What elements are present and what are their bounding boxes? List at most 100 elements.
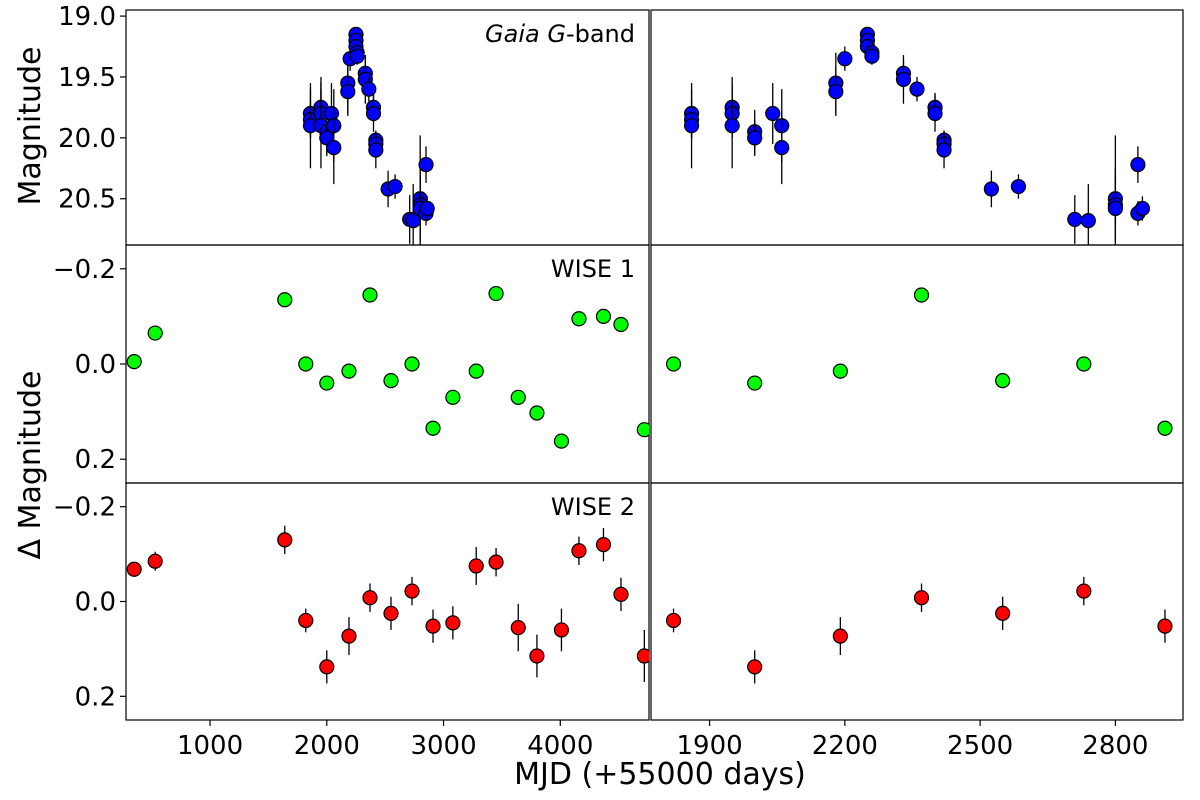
data-point bbox=[553, 433, 570, 449]
data-point bbox=[665, 356, 682, 372]
data-point bbox=[1157, 420, 1173, 436]
data-point bbox=[368, 142, 384, 158]
data-point bbox=[365, 105, 382, 122]
data-point bbox=[147, 553, 163, 569]
panel-frame bbox=[650, 244, 1184, 484]
y-tick-label: −0.2 bbox=[53, 493, 116, 523]
data-point bbox=[419, 200, 435, 217]
data-point bbox=[298, 612, 314, 629]
panel-wise2-full: −0.2 0.0 0.2 1000 2000 3000 4000 WISE 2 bbox=[53, 482, 650, 761]
data-point bbox=[983, 181, 999, 197]
data-point bbox=[319, 659, 335, 675]
data-point bbox=[553, 622, 570, 638]
data-point bbox=[298, 356, 314, 372]
series-wise1 bbox=[126, 285, 649, 449]
x-axis-label: MJD (+55000 days) bbox=[514, 757, 806, 792]
x-tick-label: 2200 bbox=[812, 731, 878, 761]
data-point bbox=[683, 118, 700, 134]
data-point bbox=[571, 543, 587, 559]
data-point bbox=[595, 537, 612, 553]
series-wise2 bbox=[126, 525, 649, 684]
data-point bbox=[4, 562, 18, 576]
data-point bbox=[510, 389, 526, 405]
data-point bbox=[425, 420, 441, 436]
y-tick-label: 20.5 bbox=[58, 185, 116, 215]
data-point bbox=[665, 612, 682, 629]
data-point bbox=[1010, 178, 1027, 195]
data-point bbox=[4, 355, 18, 369]
series-gaia bbox=[683, 26, 1151, 245]
x-tick-label: 1900 bbox=[677, 731, 743, 761]
data-point bbox=[724, 118, 740, 134]
data-point bbox=[488, 554, 504, 570]
data-point bbox=[832, 363, 848, 379]
data-point bbox=[1076, 583, 1092, 599]
data-point bbox=[341, 628, 357, 644]
data-point bbox=[126, 354, 142, 370]
data-point bbox=[571, 311, 587, 327]
data-point bbox=[361, 81, 377, 97]
data-point bbox=[585, 293, 599, 307]
data-point bbox=[913, 590, 930, 606]
data-point bbox=[468, 363, 484, 379]
data-point bbox=[147, 325, 163, 341]
data-point bbox=[1130, 157, 1146, 173]
panel-gaia-zoom bbox=[650, 9, 1184, 246]
data-point bbox=[445, 615, 461, 631]
panels-layer: 19.0 19.5 20.0 20.5 Gaia G-band −0.2 0.0 0.2 WIS… bbox=[4, 2, 1184, 761]
data-point bbox=[277, 532, 293, 548]
x-tick-label: 3000 bbox=[410, 731, 476, 761]
data-point bbox=[418, 157, 434, 173]
data-point bbox=[636, 648, 649, 664]
x-tick-label: 2000 bbox=[294, 731, 360, 761]
x-tick-label: 1000 bbox=[177, 731, 243, 761]
data-point bbox=[529, 405, 545, 421]
series-wise1 bbox=[4, 287, 1173, 436]
data-point bbox=[383, 605, 399, 621]
data-point bbox=[341, 363, 357, 379]
data-point bbox=[529, 648, 545, 664]
data-point bbox=[488, 285, 504, 302]
series-wise2 bbox=[4, 554, 1173, 684]
data-point bbox=[362, 590, 378, 606]
y-tick-label: 0.2 bbox=[75, 445, 116, 475]
y-axis-label-magnitude: Magnitude bbox=[13, 47, 48, 206]
data-point bbox=[1076, 356, 1092, 372]
data-point bbox=[387, 178, 403, 195]
data-point bbox=[895, 71, 912, 88]
x-tick-label: 2500 bbox=[947, 731, 1013, 761]
data-point bbox=[404, 356, 420, 372]
data-point bbox=[85, 554, 99, 568]
data-point bbox=[864, 48, 880, 64]
y-tick-label: 0.0 bbox=[75, 588, 116, 618]
panel-wise1-zoom bbox=[4, 244, 1184, 484]
x-tick-label: 2800 bbox=[1082, 731, 1148, 761]
data-point bbox=[383, 373, 399, 389]
y-tick-label: −0.2 bbox=[53, 255, 116, 285]
data-point bbox=[349, 48, 365, 64]
y-tick-label: 0.0 bbox=[75, 350, 116, 380]
data-point bbox=[613, 586, 629, 602]
y-tick-label: 20.0 bbox=[58, 124, 116, 154]
data-point bbox=[323, 105, 340, 122]
data-point bbox=[837, 51, 853, 67]
data-point bbox=[1107, 200, 1123, 217]
panel-wise2-zoom: 1900 2200 2500 2800 bbox=[4, 482, 1184, 761]
data-point bbox=[595, 308, 612, 324]
panel-frame bbox=[650, 482, 1184, 721]
data-point bbox=[995, 605, 1011, 621]
data-point bbox=[765, 105, 781, 122]
data-point bbox=[340, 83, 356, 100]
data-point bbox=[832, 628, 848, 644]
y-axis-label-delta-magnitude: Δ Magnitude bbox=[13, 371, 48, 560]
data-point bbox=[1157, 618, 1173, 634]
data-point bbox=[1067, 211, 1083, 228]
panel-title-gaia: Gaia G-band bbox=[485, 20, 635, 48]
data-point bbox=[326, 139, 342, 156]
panel-title-wise1: WISE 1 bbox=[551, 255, 635, 283]
data-point bbox=[636, 422, 649, 438]
data-point bbox=[613, 316, 629, 333]
data-point bbox=[1134, 200, 1151, 217]
data-point bbox=[319, 375, 335, 391]
